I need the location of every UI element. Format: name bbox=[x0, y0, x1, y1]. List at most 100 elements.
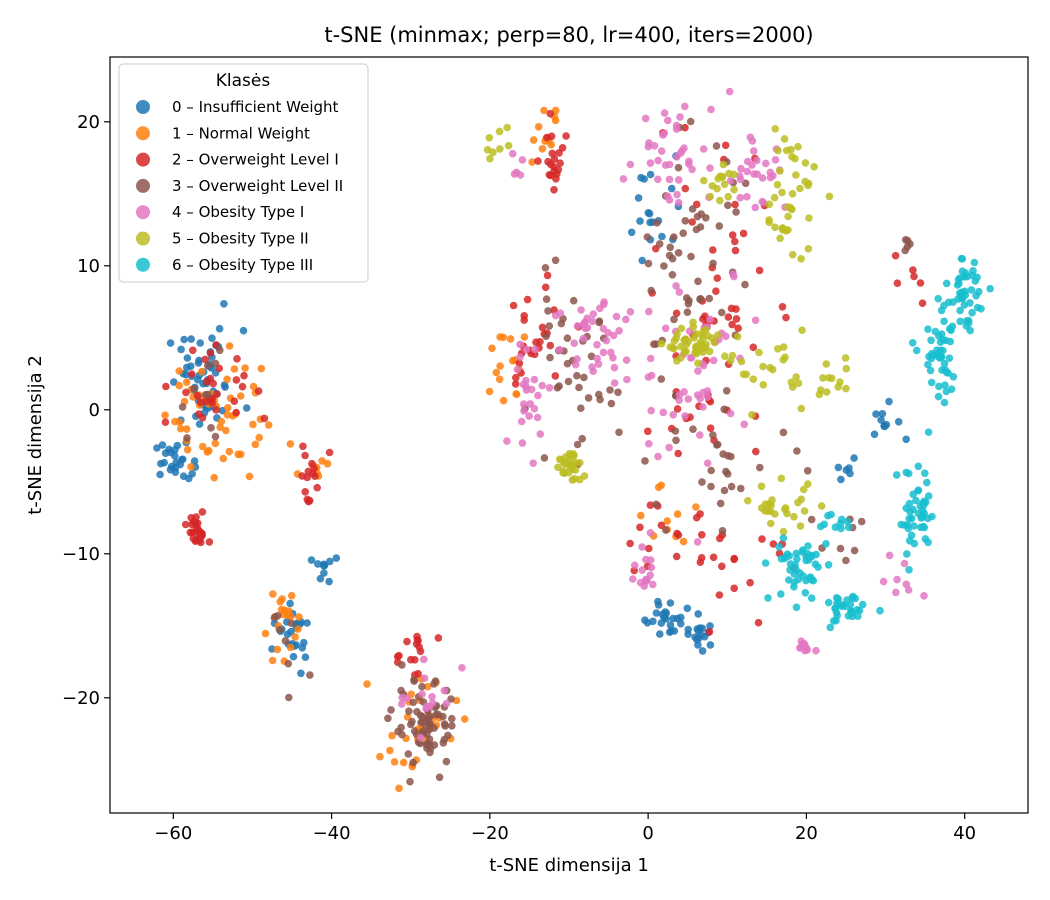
point-class-6 bbox=[876, 606, 884, 615]
point-class-4 bbox=[696, 394, 704, 403]
point-class-6 bbox=[826, 623, 835, 632]
point-class-4 bbox=[681, 412, 689, 420]
point-class-0 bbox=[872, 410, 880, 418]
legend-label: 6 – Obesity Type III bbox=[172, 256, 313, 274]
point-class-1 bbox=[245, 472, 254, 481]
point-class-0 bbox=[268, 645, 276, 653]
legend-marker bbox=[136, 152, 150, 167]
point-class-4 bbox=[900, 559, 909, 568]
point-class-2 bbox=[749, 343, 758, 352]
point-class-2 bbox=[746, 578, 754, 587]
point-class-1 bbox=[176, 424, 185, 433]
point-class-4 bbox=[531, 345, 539, 354]
point-class-5 bbox=[797, 495, 806, 504]
x-tick-label: 20 bbox=[795, 823, 818, 844]
point-class-4 bbox=[623, 375, 631, 384]
point-class-1 bbox=[395, 784, 403, 793]
point-class-6 bbox=[827, 510, 835, 519]
legend-items: 0 – Insufficient Weight 1 – Normal Weight… bbox=[136, 98, 343, 274]
point-class-2 bbox=[212, 406, 220, 414]
point-class-3 bbox=[720, 405, 728, 414]
point-class-3 bbox=[405, 707, 413, 715]
point-class-5 bbox=[780, 135, 789, 143]
point-class-3 bbox=[671, 427, 680, 435]
point-class-3 bbox=[410, 676, 418, 684]
legend-label: 4 – Obesity Type I bbox=[172, 203, 304, 221]
point-class-2 bbox=[739, 229, 748, 238]
point-class-4 bbox=[573, 322, 582, 330]
point-class-4 bbox=[737, 164, 745, 173]
point-class-3 bbox=[424, 714, 432, 723]
point-class-4 bbox=[403, 694, 411, 703]
point-class-3 bbox=[672, 436, 680, 445]
point-class-2 bbox=[198, 529, 206, 538]
point-class-5 bbox=[804, 245, 813, 253]
point-class-5 bbox=[841, 354, 850, 362]
point-class-0 bbox=[242, 404, 251, 412]
point-class-6 bbox=[934, 392, 943, 401]
point-class-2 bbox=[193, 392, 202, 400]
point-class-4 bbox=[879, 577, 888, 586]
point-class-1 bbox=[496, 362, 504, 370]
point-class-6 bbox=[792, 549, 801, 558]
point-class-2 bbox=[732, 315, 741, 323]
point-class-4 bbox=[743, 167, 751, 176]
point-class-0 bbox=[157, 459, 165, 468]
point-class-6 bbox=[904, 524, 913, 533]
point-class-2 bbox=[657, 521, 666, 530]
point-class-5 bbox=[804, 480, 812, 488]
point-class-3 bbox=[793, 447, 801, 455]
point-class-2 bbox=[672, 309, 681, 318]
point-class-2 bbox=[546, 341, 555, 350]
point-class-2 bbox=[782, 313, 790, 322]
point-class-0 bbox=[178, 455, 187, 464]
point-class-2 bbox=[161, 418, 170, 427]
point-class-4 bbox=[615, 327, 623, 335]
point-class-6 bbox=[966, 299, 974, 307]
point-class-2 bbox=[198, 508, 207, 516]
point-class-1 bbox=[249, 420, 257, 429]
point-class-4 bbox=[522, 345, 531, 354]
point-class-4 bbox=[518, 439, 527, 447]
point-class-0 bbox=[637, 173, 645, 182]
legend-marker bbox=[136, 231, 150, 246]
point-class-5 bbox=[720, 180, 729, 189]
point-class-2 bbox=[755, 266, 764, 275]
point-class-5 bbox=[792, 171, 800, 179]
point-class-5 bbox=[817, 502, 826, 510]
point-class-4 bbox=[654, 452, 662, 461]
point-class-0 bbox=[644, 209, 653, 217]
point-class-4 bbox=[442, 699, 451, 708]
point-class-6 bbox=[940, 301, 948, 310]
point-class-3 bbox=[716, 499, 725, 508]
point-class-4 bbox=[534, 391, 542, 400]
point-class-3 bbox=[394, 727, 402, 736]
point-class-0 bbox=[158, 441, 167, 449]
point-class-4 bbox=[751, 316, 760, 325]
point-class-0 bbox=[691, 633, 699, 641]
point-class-3 bbox=[644, 259, 653, 268]
point-class-0 bbox=[180, 335, 188, 344]
point-class-3 bbox=[275, 626, 284, 634]
point-class-5 bbox=[694, 359, 702, 368]
point-class-0 bbox=[170, 378, 178, 386]
point-class-4 bbox=[570, 339, 578, 348]
x-tick-label: −20 bbox=[471, 823, 509, 844]
point-class-1 bbox=[637, 511, 645, 520]
point-class-3 bbox=[653, 219, 661, 227]
point-class-2 bbox=[238, 382, 247, 391]
point-class-1 bbox=[264, 421, 273, 429]
point-class-2 bbox=[728, 320, 736, 329]
point-class-2 bbox=[544, 157, 552, 166]
point-class-1 bbox=[230, 365, 239, 373]
point-class-0 bbox=[694, 641, 702, 649]
point-class-4 bbox=[660, 129, 669, 138]
point-class-4 bbox=[588, 363, 596, 371]
point-class-4 bbox=[707, 105, 715, 114]
point-class-1 bbox=[237, 450, 245, 459]
point-class-1 bbox=[673, 510, 682, 518]
point-class-5 bbox=[733, 332, 742, 341]
point-class-6 bbox=[925, 352, 933, 361]
point-class-0 bbox=[161, 449, 170, 458]
